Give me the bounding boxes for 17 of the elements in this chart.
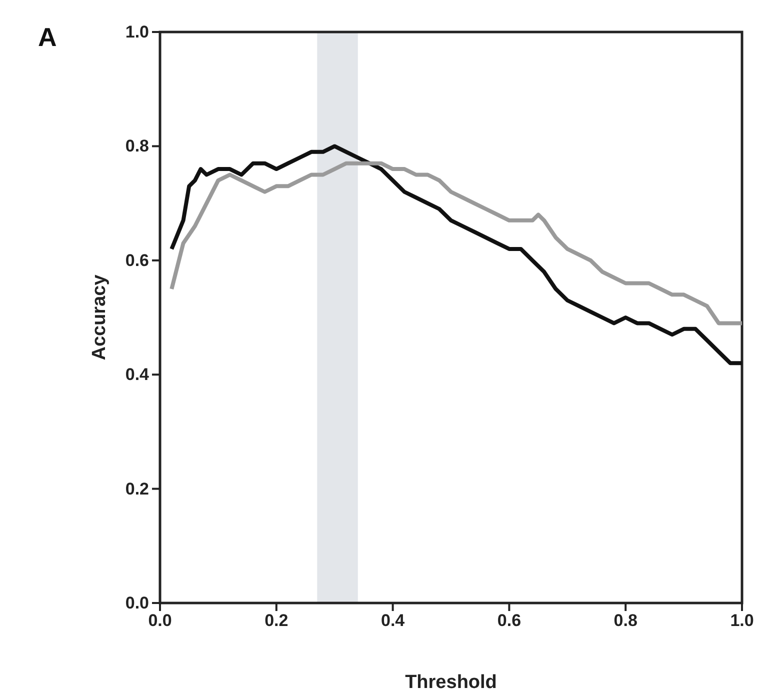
y-tick-label: 1.0 — [125, 22, 149, 42]
y-tick-label: 0.0 — [125, 593, 149, 612]
y-tick-label: 0.6 — [125, 250, 149, 270]
text: A — [38, 22, 57, 52]
x-axis-title: Threshold — [405, 672, 497, 693]
line-series — [170, 161, 744, 326]
x-tick-label: 0.4 — [380, 611, 406, 630]
x-tick-label: 0.2 — [264, 611, 288, 630]
y-tick-label: 0.8 — [125, 136, 149, 156]
line-series — [170, 144, 744, 366]
y-axis-title: Accuracy — [89, 274, 110, 360]
y-tick-label: 0.2 — [125, 479, 149, 498]
x-tick-label: 0.0 — [148, 611, 172, 630]
x-tick-label: 1.0 — [730, 611, 754, 630]
x-tick-label: 0.8 — [614, 611, 638, 630]
y-tick-label: 0.4 — [125, 365, 150, 384]
x-tick-label: 0.6 — [497, 611, 522, 630]
